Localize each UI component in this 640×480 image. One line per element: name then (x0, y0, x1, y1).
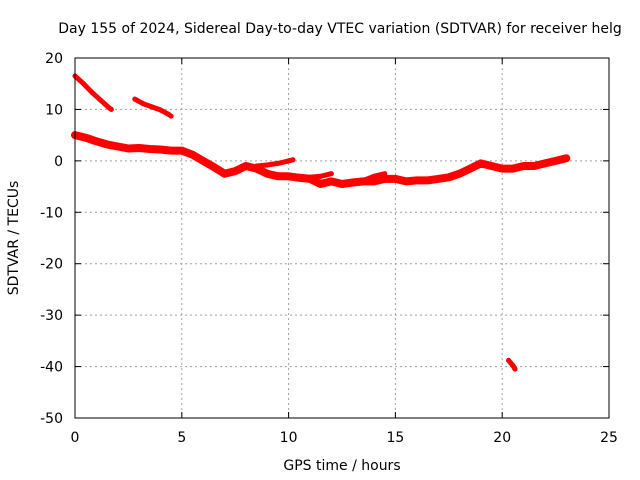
data-point (149, 104, 155, 110)
series-layer (71, 73, 571, 372)
data-point (371, 173, 377, 179)
data-point (435, 175, 442, 182)
y-tick-label: 20 (45, 51, 63, 67)
data-point (210, 164, 217, 170)
data-point (264, 170, 271, 177)
data-point (339, 181, 345, 187)
y-tick-label: 0 (54, 154, 63, 170)
data-point (541, 160, 548, 167)
data-point (221, 170, 228, 177)
data-point (424, 177, 431, 184)
data-point (254, 163, 260, 169)
data-point (392, 175, 399, 182)
data-point (168, 147, 175, 154)
data-point (381, 175, 388, 182)
data-point (136, 145, 143, 151)
data-point (93, 138, 100, 145)
data-point (81, 81, 86, 87)
data-point (274, 173, 281, 180)
data-point (456, 170, 463, 177)
series-spur-2 (296, 171, 334, 180)
data-point (242, 163, 249, 169)
y-tick-label: -10 (40, 205, 63, 221)
data-point (98, 97, 104, 103)
data-point (82, 134, 89, 141)
data-point (232, 168, 239, 175)
data-point (360, 177, 366, 183)
data-point (467, 165, 474, 172)
y-tick-label: -30 (40, 308, 63, 324)
y-tick-label: -20 (40, 257, 63, 273)
data-point (563, 155, 570, 162)
data-point (488, 163, 495, 169)
data-point (531, 163, 538, 169)
y-tick-label: -40 (40, 360, 63, 376)
data-point (132, 96, 138, 102)
data-point (114, 143, 121, 150)
tick-layer: 0 5 10 15 20 25 20 10 0 -10 -20 -30 -40 -50 (40, 51, 618, 446)
x-tick-label: 10 (280, 430, 298, 446)
x-tick-label: 20 (493, 430, 511, 446)
data-point (89, 90, 95, 95)
data-point (328, 171, 334, 177)
data-point (125, 145, 132, 152)
data-point (477, 160, 484, 167)
data-point (317, 181, 324, 187)
data-point (285, 173, 292, 180)
data-point (157, 107, 163, 113)
data-point (178, 147, 185, 154)
data-point (307, 174, 313, 180)
y-tick-label: -50 (40, 411, 63, 427)
data-point (499, 165, 506, 172)
data-point (520, 163, 527, 169)
data-point (264, 162, 270, 168)
data-point (512, 366, 518, 372)
data-point (509, 165, 516, 172)
data-point (413, 177, 420, 184)
plot-frame (74, 57, 610, 419)
chart-title: Day 155 of 2024, Sidereal Day-to-day VTE… (58, 21, 621, 37)
grid-layer (75, 58, 609, 418)
data-point (286, 158, 292, 164)
data-point (104, 141, 110, 148)
x-tick-label: 25 (600, 430, 618, 446)
data-point (552, 157, 559, 164)
x-tick-label: 15 (386, 430, 404, 446)
data-point (318, 173, 324, 179)
data-point (290, 157, 296, 163)
y-axis-label: SDTVAR / TECUs (6, 181, 22, 296)
data-point (350, 181, 356, 187)
data-point (445, 174, 452, 181)
series-spur-3 (350, 171, 388, 187)
data-point (275, 160, 281, 166)
x-tick-label: 5 (177, 430, 186, 446)
data-point (189, 151, 196, 158)
x-axis-label: GPS time / hours (283, 458, 400, 474)
data-point (403, 178, 410, 185)
data-point (328, 178, 335, 185)
x-tick-label: 0 (71, 430, 80, 446)
data-point (168, 113, 174, 119)
data-point (296, 173, 302, 179)
data-point (140, 101, 146, 107)
data-point (146, 146, 153, 152)
y-tick-label: 10 (45, 102, 63, 118)
data-point (371, 178, 377, 185)
data-point (382, 171, 388, 177)
data-point (506, 357, 512, 363)
data-point (200, 157, 207, 164)
data-point (108, 106, 114, 112)
data-point (157, 146, 164, 153)
